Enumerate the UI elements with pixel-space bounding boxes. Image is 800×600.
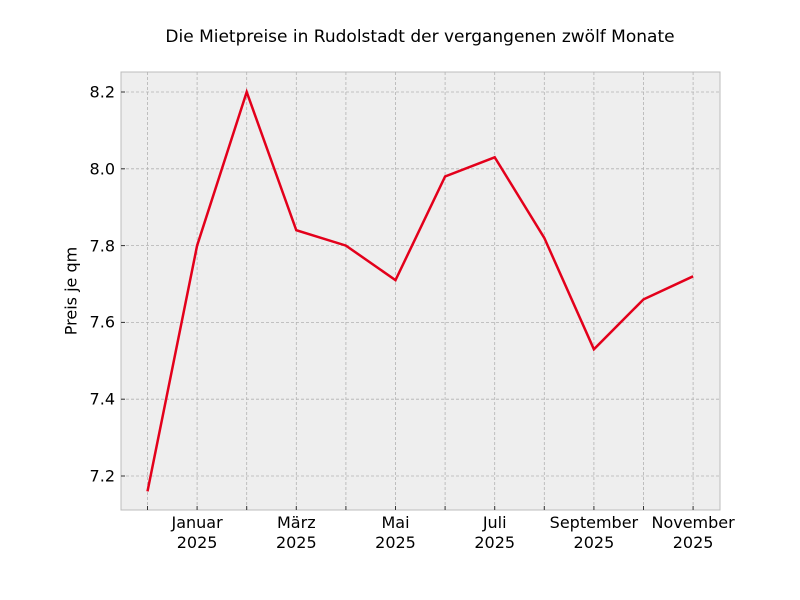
x-tick-month: September: [549, 513, 639, 532]
chart-title: Die Mietpreise in Rudolstadt der vergang…: [165, 27, 675, 47]
x-tick-label: Juli 2025: [474, 513, 515, 553]
x-tick-year: 2025: [275, 533, 317, 552]
y-tick-label: 7.8: [89, 236, 115, 256]
x-tick-year: 2025: [375, 533, 416, 552]
x-tick-month: Januar: [171, 513, 223, 532]
x-tick-year: 2025: [573, 533, 615, 552]
axis-ticks: [121, 91, 694, 510]
x-tick-year: 2025: [176, 533, 218, 552]
x-tick-year: 2025: [474, 533, 516, 552]
x-tick-month: März: [277, 513, 316, 532]
x-tick-label: November 2025: [651, 513, 734, 553]
grid-lines: [121, 72, 720, 510]
x-tick-month: Juli: [482, 513, 507, 532]
y-tick-label: 7.2: [89, 466, 115, 486]
plot-background: [120, 71, 721, 511]
x-tick-label: März 2025: [276, 513, 317, 553]
x-tick-month: Mai: [381, 513, 410, 532]
y-tick-label: 7.6: [89, 312, 115, 332]
y-tick-label: 8.0: [89, 159, 115, 179]
x-tick-label: Mai 2025: [375, 513, 416, 553]
x-tick-month: November: [651, 513, 735, 532]
x-tick-label: September 2025: [550, 513, 638, 553]
x-tick-label: Januar 2025: [172, 513, 223, 553]
data-line: [146, 88, 694, 492]
x-tick-year: 2025: [672, 533, 714, 552]
y-tick-label: 7.4: [89, 389, 115, 409]
y-tick-label: 8.2: [89, 82, 115, 102]
